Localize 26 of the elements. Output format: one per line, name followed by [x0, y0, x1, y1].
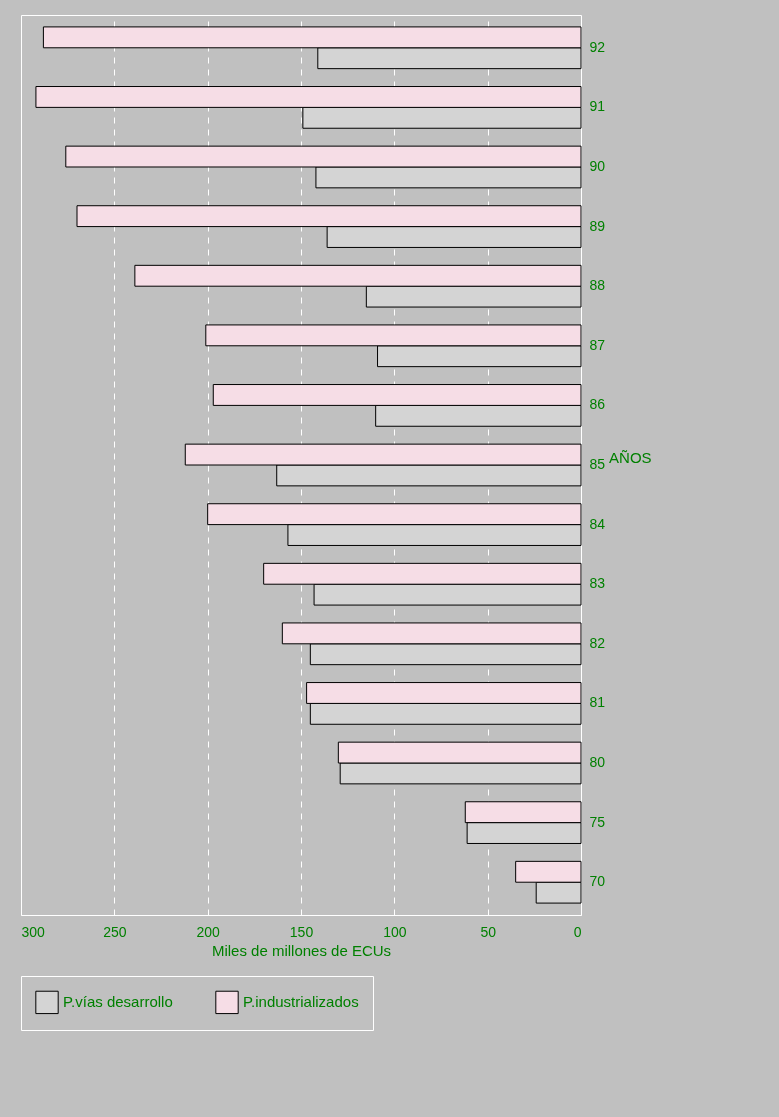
y-axis-title: AÑOS — [609, 448, 652, 466]
y-tick-label: 90 — [589, 157, 606, 174]
y-tick-label: 82 — [589, 634, 606, 651]
y-tick-label: 84 — [589, 515, 606, 532]
x-tick-label: 100 — [383, 923, 407, 940]
x-tick-label: 150 — [289, 923, 314, 940]
y-tick-label: 87 — [589, 336, 606, 353]
y-tick-label: 80 — [589, 754, 606, 771]
y-tick-label: 88 — [589, 277, 606, 294]
x-tick-label: 250 — [103, 923, 127, 940]
legend-label: P.vías desarrollo — [63, 993, 173, 1011]
y-tick-label: 92 — [589, 38, 606, 55]
y-tick-label: 86 — [589, 396, 606, 413]
legend-label: P.industrializados — [243, 993, 359, 1011]
x-axis-title: Miles de millones de ECUs — [211, 941, 392, 959]
x-tick-label: 300 — [21, 923, 46, 940]
x-tick-label: 200 — [196, 923, 221, 940]
y-tick-label: 81 — [589, 694, 606, 711]
y-tick-label: 85 — [589, 456, 606, 472]
y-tick-label: 83 — [589, 575, 606, 592]
x-tick-label: 0 — [573, 923, 582, 940]
y-tick-label: 89 — [589, 217, 606, 234]
y-tick-label: 70 — [589, 873, 606, 890]
y-tick-label: 75 — [589, 813, 606, 830]
x-tick-label: 50 — [480, 923, 497, 940]
y-tick-label: 91 — [589, 98, 606, 115]
